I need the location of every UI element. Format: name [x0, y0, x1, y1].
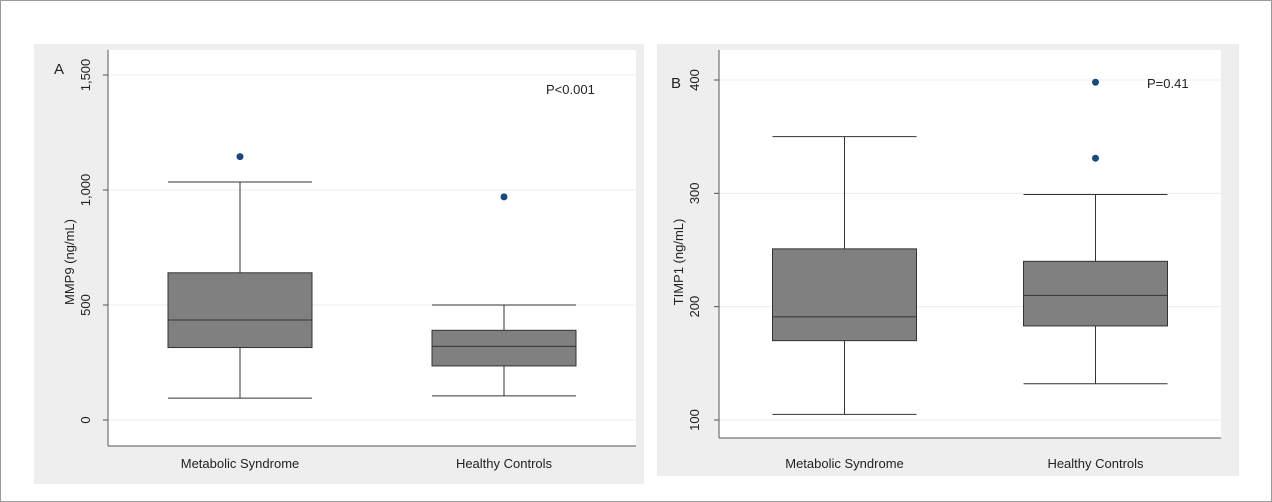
- panel-b-y-label: TIMP1 (ng/mL): [671, 219, 686, 306]
- box-group: [1023, 78, 1168, 385]
- y-tick-label: 0: [78, 416, 93, 423]
- panel-b-x-categories: Metabolic Syndrome Healthy Controls: [785, 456, 1144, 471]
- panel-b-boxes: [772, 78, 1168, 415]
- y-tick-label: 1,500: [78, 59, 93, 92]
- x-category-label: Healthy Controls: [456, 456, 553, 471]
- x-category-label: Metabolic Syndrome: [785, 456, 904, 471]
- iqr-box: [431, 329, 577, 367]
- box-group: [772, 136, 917, 415]
- panel-a-y-label: MMP9 (ng/mL): [62, 219, 77, 305]
- outlier-point: [236, 153, 244, 161]
- panel-a-boxes: [167, 153, 577, 399]
- panel-b-p-value: P=0.41: [1147, 76, 1189, 91]
- y-tick-label: 300: [687, 182, 702, 204]
- box-group: [167, 153, 313, 399]
- panel-a-y-ticks: 0 500 1,000 1,500: [78, 59, 108, 424]
- panel-b-y-ticks: 100 200 300 400: [687, 69, 719, 431]
- outlier-point: [1092, 154, 1099, 162]
- y-tick-label: 100: [687, 409, 702, 431]
- y-tick-label: 200: [687, 296, 702, 318]
- x-category-label: Healthy Controls: [1047, 456, 1144, 471]
- y-tick-label: 1,000: [78, 174, 93, 207]
- y-tick-label: 500: [78, 294, 93, 316]
- panel-a-plot-area: [108, 50, 636, 446]
- panel-b-chart: 100 200 300 400 Metabolic Syndrome Healthy C…: [657, 44, 1239, 476]
- iqr-box: [167, 272, 313, 349]
- outlier-point: [500, 193, 508, 201]
- panel-a-x-categories: Metabolic Syndrome Healthy Controls: [181, 456, 553, 471]
- panel-a-p-value: P<0.001: [546, 82, 595, 97]
- panel-b-plot-area: [719, 50, 1221, 438]
- iqr-box: [772, 248, 917, 342]
- box-group: [431, 193, 577, 397]
- panel-a-chart: 0 500 1,000 1,500 Metabolic Syndrome Healthy…: [34, 44, 644, 484]
- iqr-box: [1023, 260, 1168, 327]
- panel-a-letter: A: [54, 61, 64, 78]
- y-tick-label: 400: [687, 69, 702, 91]
- panel-b-letter: B: [671, 75, 681, 92]
- outlier-point: [1092, 78, 1099, 86]
- x-category-label: Metabolic Syndrome: [181, 456, 300, 471]
